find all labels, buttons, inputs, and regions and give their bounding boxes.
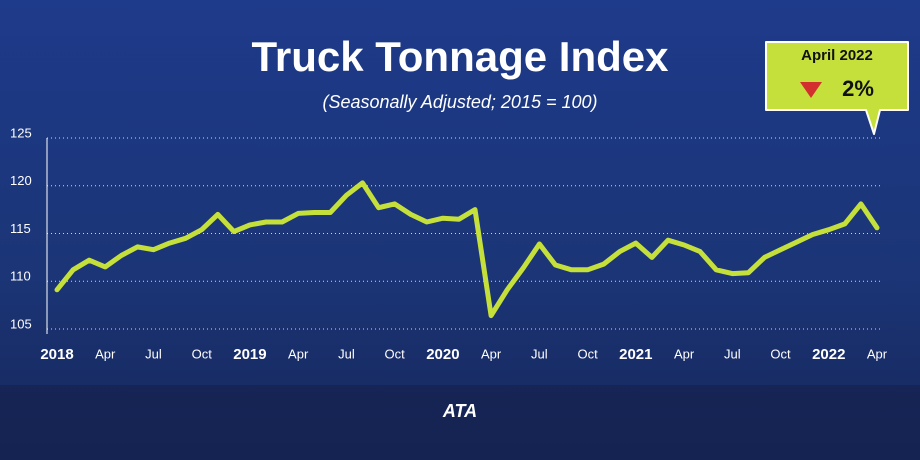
- x-tick-label: Jul: [338, 346, 355, 361]
- x-tick-label: Apr: [481, 346, 502, 361]
- y-tick-label: 120: [10, 173, 32, 188]
- callout-box: [765, 41, 909, 135]
- data-line: [54, 180, 880, 319]
- x-tick-label: Apr: [288, 346, 309, 361]
- logo: ATA: [442, 401, 477, 421]
- x-tick-label: Jul: [724, 346, 741, 361]
- x-tick-label: Apr: [867, 346, 888, 361]
- x-tick-label: Jul: [145, 346, 162, 361]
- y-tick-label: 105: [10, 316, 32, 331]
- x-tick-label: 2019: [233, 346, 266, 363]
- x-tick-label: 2020: [426, 346, 459, 363]
- callout-date: April 2022: [801, 47, 873, 64]
- y-tick-label: 115: [10, 221, 31, 236]
- y-tick-label: 110: [10, 269, 31, 284]
- road: [0, 385, 920, 460]
- callout-change: 2%: [842, 76, 874, 101]
- x-tick-label: Jul: [531, 346, 548, 361]
- y-tick-label: 125: [10, 125, 32, 140]
- x-tick-label: 2018: [40, 346, 73, 363]
- x-tick-label: 2022: [812, 346, 845, 363]
- x-tick-label: Apr: [95, 346, 116, 361]
- x-tick-label: Apr: [674, 346, 695, 361]
- x-tick-label: Oct: [770, 346, 791, 361]
- chart-subtitle: (Seasonally Adjusted; 2015 = 100): [322, 92, 597, 112]
- x-tick-label: Oct: [192, 346, 213, 361]
- down-arrow: [800, 82, 822, 98]
- callout: April 2022 2%: [765, 41, 909, 135]
- x-tick-label: Oct: [577, 346, 598, 361]
- x-tick-label: 2021: [619, 346, 652, 363]
- chart-title: Truck Tonnage Index: [252, 33, 670, 80]
- x-tick-label: Oct: [385, 346, 406, 361]
